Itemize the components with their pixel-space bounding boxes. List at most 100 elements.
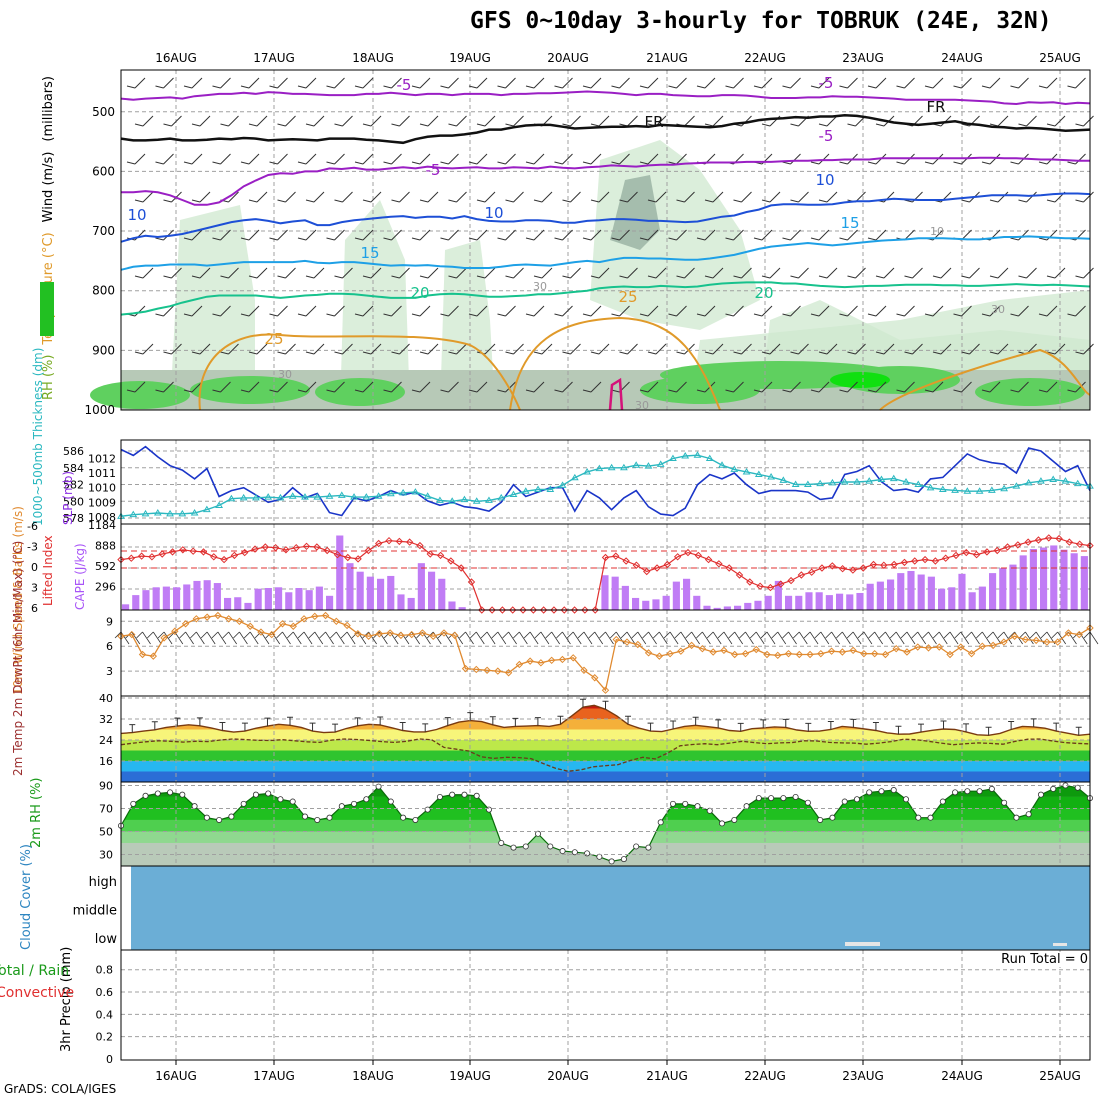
wind-marker: [946, 650, 954, 659]
rh-marker: [952, 789, 959, 796]
cape-tick-1184: 1184: [88, 519, 116, 532]
thickness-marker: [730, 465, 739, 472]
wind-marker: [278, 620, 287, 628]
wind-marker: [235, 617, 244, 626]
thickness-marker: [583, 467, 591, 475]
wind-marker: [569, 654, 577, 662]
wind-barb: [354, 153, 374, 165]
cloud-cover-fill: [131, 866, 1090, 950]
wind-marker: [957, 643, 965, 651]
wind-barb: [981, 305, 1001, 317]
wind-marker: [730, 650, 739, 659]
thickness-marker: [313, 493, 322, 500]
wind-barb: [1018, 267, 1037, 279]
precip-legend-convective: Convective: [0, 985, 74, 1001]
rh-moist-2: [315, 378, 405, 406]
thickness-marker: [301, 493, 309, 500]
cape-bar: [203, 580, 211, 610]
contour-label: 10: [930, 225, 944, 238]
rh-marker: [228, 813, 235, 820]
rh-marker: [240, 800, 247, 807]
li-marker: [663, 560, 672, 569]
surface-barb: [577, 631, 593, 645]
cape-bar: [989, 573, 997, 610]
wind-barb: [639, 381, 659, 393]
cape-bar: [621, 585, 629, 610]
wind-marker: [698, 644, 707, 653]
thickness-marker: [816, 479, 825, 487]
cape-bar: [1070, 553, 1078, 610]
cape-bar: [713, 607, 721, 610]
rh-marker: [719, 820, 726, 827]
cape-bar: [417, 563, 425, 610]
li-marker: [292, 543, 300, 552]
li-marker: [467, 578, 476, 586]
thickness-marker: [914, 480, 923, 487]
rh-marker: [326, 814, 333, 821]
wind-barb: [725, 77, 744, 89]
li-marker: [539, 606, 548, 614]
wind-barb: [411, 77, 431, 89]
temp-band-2: [121, 750, 1090, 761]
li-tick--6: -6: [27, 520, 38, 533]
contour-label: -5: [426, 161, 441, 179]
temp-max-whisker: [850, 718, 857, 728]
cape-bar: [326, 595, 334, 610]
precip-axis-title: 3hr Precip (mm): [59, 947, 74, 1052]
wind-marker: [386, 629, 394, 637]
rh-marker: [1001, 799, 1008, 806]
wind-marker: [978, 642, 987, 650]
li-marker: [220, 555, 228, 564]
wind-barb: [932, 267, 952, 279]
contour-label: -5: [819, 127, 834, 145]
wind-barb: [782, 229, 801, 241]
wind-marker: [612, 635, 620, 644]
cape-bar: [744, 602, 752, 610]
thickness-marker: [656, 460, 665, 467]
surface-barb: [330, 631, 345, 645]
wind-barb: [354, 305, 374, 317]
contour-label: 10: [127, 206, 146, 224]
thickness-marker: [877, 475, 886, 482]
wind-marker: [257, 628, 265, 636]
temp-max-whisker: [692, 716, 699, 726]
wind-barb: [639, 153, 659, 165]
temp-contour-2: [121, 156, 1090, 206]
temp-contour-25a: [198, 333, 521, 411]
wind-barb: [362, 115, 382, 127]
wind-barb: [761, 267, 781, 279]
rh-marker: [510, 844, 517, 851]
wind-barb: [391, 267, 410, 279]
thickness-marker: [681, 452, 690, 459]
temp-max-whisker: [760, 719, 767, 728]
wind-axis-title: 10m Wind Speed & Barbs (m/s): [11, 506, 25, 695]
wind-barb: [326, 229, 345, 241]
cape-bar: [734, 605, 742, 610]
cape-bar: [999, 568, 1007, 610]
cape-bar: [122, 604, 130, 610]
li-marker: [1024, 538, 1032, 546]
rh-tick-50: 50: [99, 825, 113, 838]
wind-barb: [875, 267, 895, 279]
wind-barb: [818, 191, 838, 203]
li-marker: [436, 551, 445, 560]
li-marker: [251, 545, 259, 553]
wind-barb: [932, 343, 952, 355]
x-tick-top-22AUG: 22AUG: [744, 51, 786, 65]
wind-marker: [774, 651, 782, 660]
wind-barb: [590, 115, 610, 127]
thickness-marker: [963, 487, 972, 494]
surface-barb: [211, 631, 227, 645]
temp-contour-5: [120, 281, 1091, 316]
wind-barb: [411, 153, 431, 165]
thickness-marker: [227, 494, 236, 502]
surface-barb: [222, 631, 237, 645]
cape-bar: [397, 594, 405, 610]
temp-band-3: [121, 740, 1090, 751]
li-marker: [787, 576, 795, 585]
wind-barb: [761, 191, 781, 203]
thickness-marker: [938, 485, 947, 493]
wind-marker: [138, 650, 147, 659]
wind-barb: [590, 191, 610, 203]
wind-barb: [582, 77, 602, 89]
